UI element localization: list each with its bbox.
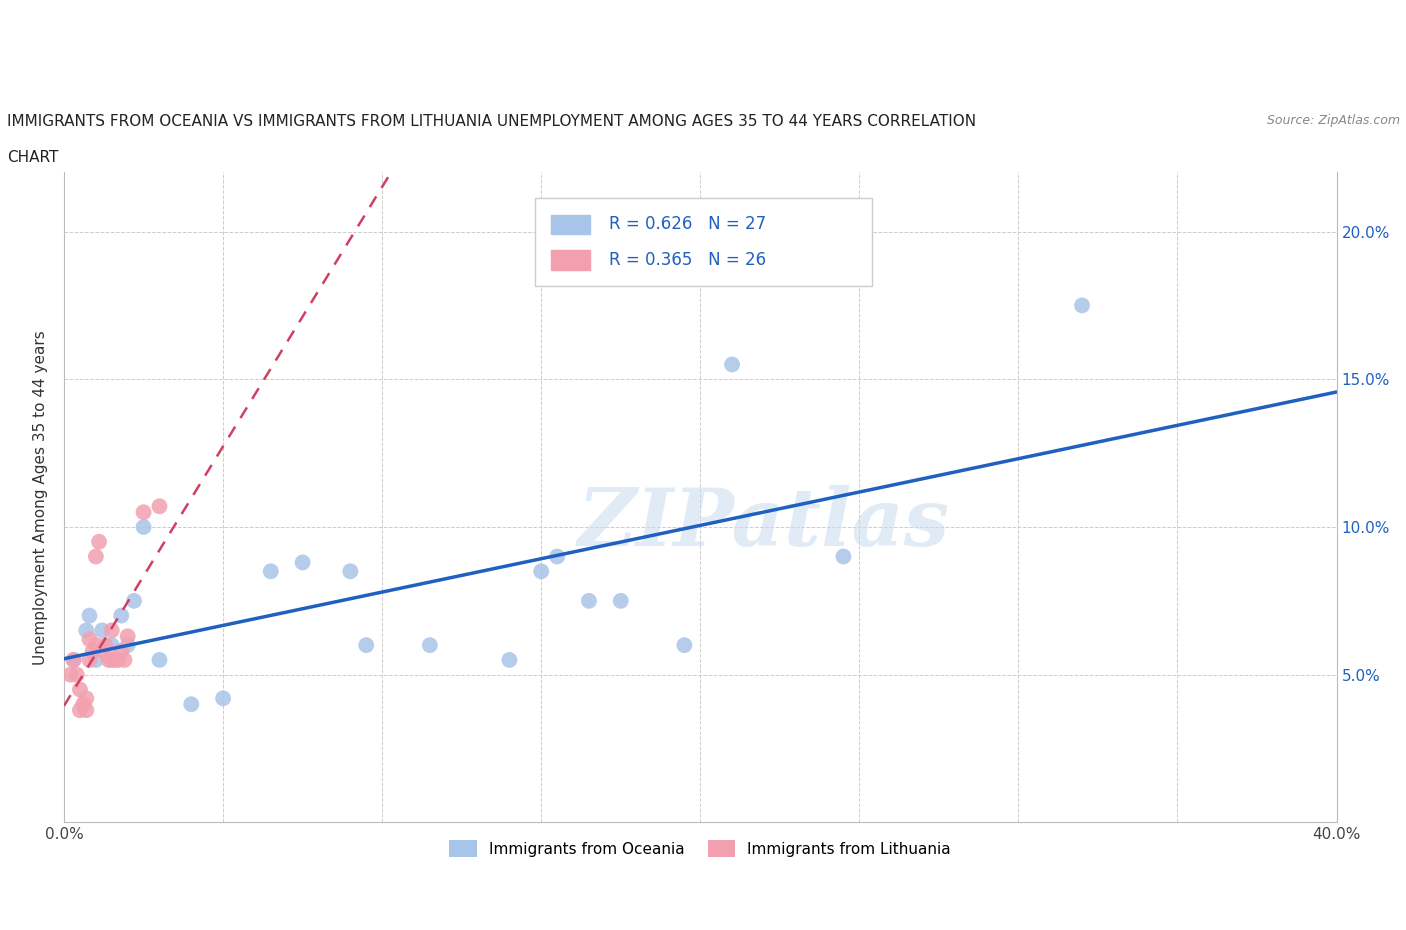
Point: [117, 638, 139, 653]
Point: [132, 520, 155, 535]
Point: [84, 638, 107, 653]
Point: [578, 593, 600, 608]
Point: [530, 564, 553, 578]
Point: [59, 667, 82, 682]
Point: [260, 564, 283, 578]
Text: R = 0.365   N = 26: R = 0.365 N = 26: [609, 251, 766, 269]
Legend: Immigrants from Oceania, Immigrants from Lithuania: Immigrants from Oceania, Immigrants from…: [443, 833, 957, 864]
Point: [117, 629, 139, 644]
Point: [107, 653, 129, 668]
Point: [546, 549, 568, 564]
Text: R = 0.626   N = 27: R = 0.626 N = 27: [609, 216, 766, 233]
Point: [498, 653, 520, 668]
Point: [91, 644, 114, 658]
Point: [75, 703, 97, 718]
Point: [62, 653, 84, 668]
Point: [75, 623, 97, 638]
FancyBboxPatch shape: [534, 198, 872, 286]
Point: [100, 653, 122, 668]
Point: [148, 653, 170, 668]
Point: [72, 697, 94, 711]
Point: [1071, 298, 1094, 312]
Point: [721, 357, 744, 372]
FancyBboxPatch shape: [551, 215, 589, 234]
Point: [66, 667, 89, 682]
Y-axis label: Unemployment Among Ages 35 to 44 years: Unemployment Among Ages 35 to 44 years: [34, 330, 48, 665]
Point: [212, 691, 235, 706]
Point: [132, 505, 155, 520]
Text: Source: ZipAtlas.com: Source: ZipAtlas.com: [1267, 114, 1400, 127]
Point: [84, 549, 107, 564]
Point: [82, 644, 104, 658]
Point: [94, 638, 117, 653]
Point: [84, 653, 107, 668]
Point: [69, 703, 91, 718]
Text: IMMIGRANTS FROM OCEANIA VS IMMIGRANTS FROM LITHUANIA UNEMPLOYMENT AMONG AGES 35 : IMMIGRANTS FROM OCEANIA VS IMMIGRANTS FR…: [7, 114, 976, 129]
Point: [291, 555, 314, 570]
Point: [609, 593, 631, 608]
Point: [110, 644, 132, 658]
Point: [673, 638, 696, 653]
Point: [110, 608, 132, 623]
Point: [354, 638, 377, 653]
Point: [339, 564, 361, 578]
Point: [180, 697, 202, 711]
Point: [62, 653, 84, 668]
Point: [91, 623, 114, 638]
FancyBboxPatch shape: [551, 250, 589, 270]
Text: CHART: CHART: [7, 150, 58, 165]
Text: ZIPatlas: ZIPatlas: [578, 485, 950, 563]
Point: [87, 535, 110, 550]
Point: [75, 691, 97, 706]
Point: [69, 682, 91, 697]
Point: [114, 653, 136, 668]
Point: [79, 631, 101, 646]
Point: [419, 638, 441, 653]
Point: [148, 498, 170, 513]
Point: [79, 608, 101, 623]
Point: [100, 638, 122, 653]
Point: [79, 653, 101, 668]
Point: [97, 653, 120, 668]
Point: [122, 593, 145, 608]
Point: [100, 623, 122, 638]
Point: [104, 653, 127, 668]
Point: [832, 549, 855, 564]
